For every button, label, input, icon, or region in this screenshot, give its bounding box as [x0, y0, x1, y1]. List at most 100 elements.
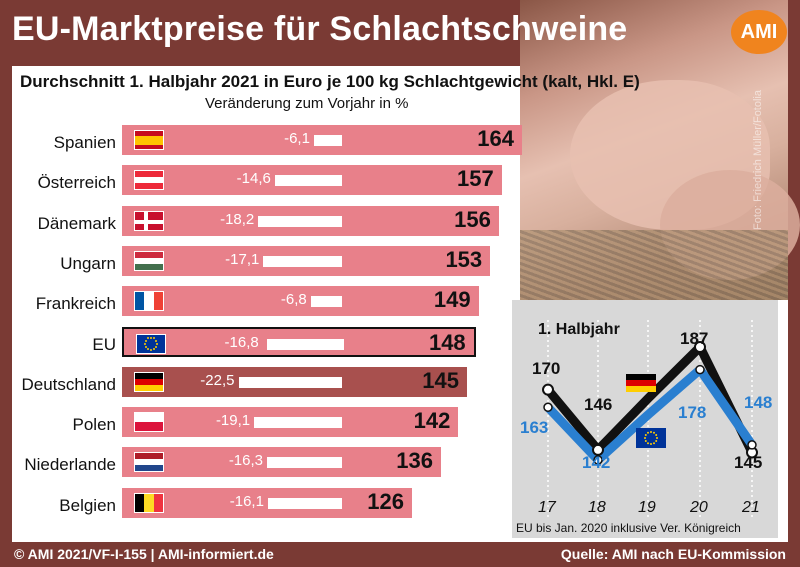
price-bar: -16,3 136	[122, 447, 441, 478]
series-line-eu	[544, 365, 756, 465]
change-value-label: -19,1	[215, 412, 251, 430]
denmark-flag-icon	[134, 210, 164, 231]
bar-row: Frankreich -6,8 149	[0, 284, 800, 318]
france-flag-icon	[134, 291, 164, 312]
price-value-label: 148	[428, 329, 466, 355]
data-label-germany: 145	[734, 453, 762, 472]
change-bar	[274, 175, 342, 187]
data-label-germany: 170	[532, 359, 560, 378]
price-value-label: 136	[396, 448, 433, 474]
series-line-germany	[544, 342, 757, 455]
price-bar: -19,1 142	[122, 407, 459, 438]
change-bar	[310, 296, 342, 308]
eu-flag-icon	[136, 333, 166, 354]
line-chart-inset: 1. Halbjahr 170 146 187 145 163 142 178 148 17 18 1…	[512, 300, 778, 538]
x-tick-label: 18	[588, 499, 606, 516]
change-bar	[258, 215, 342, 227]
country-label: Deutschland	[21, 374, 116, 394]
country-label: Österreich	[37, 173, 116, 193]
change-bar	[313, 135, 342, 146]
austria-flag-icon	[134, 170, 164, 191]
country-label: Niederlande	[24, 455, 116, 475]
x-tick-label: 17	[538, 499, 557, 516]
price-value-label: 156	[454, 206, 491, 232]
price-bar: -6,8 149	[122, 286, 479, 317]
change-bar	[267, 497, 342, 509]
country-label: Belgien	[59, 495, 116, 515]
change-bar	[266, 338, 344, 350]
change-value-label: -18,2	[220, 210, 255, 228]
change-bar	[263, 255, 342, 267]
price-bar: -6,1 164	[122, 125, 522, 155]
point-eu	[593, 455, 603, 465]
inset-title: 1. Halbjahr	[538, 321, 620, 338]
bar-row: EU -16,8 148	[0, 325, 800, 359]
country-label: EU	[92, 334, 116, 354]
price-bar: -22,5 145	[122, 366, 467, 397]
point-germany	[694, 341, 706, 353]
bar-row: Niederlande -16,3 136	[0, 445, 800, 479]
footer-source: Quelle: AMI nach EU-Kommission	[560, 546, 786, 562]
price-bar: -16,8 148	[122, 326, 476, 357]
germany-legend-flag-icon	[626, 374, 656, 392]
price-value-label: 126	[367, 488, 404, 514]
price-value-label: 153	[445, 246, 483, 272]
poland-flag-icon	[134, 412, 164, 433]
point-germany	[592, 443, 604, 456]
change-value-label: -17,1	[225, 250, 260, 268]
price-bar: -17,1 153	[122, 245, 491, 276]
bar-row: Spanien -6,1 164	[0, 123, 800, 157]
change-value-label: -6,8	[280, 291, 307, 309]
country-label: Spanien	[53, 133, 116, 152]
change-value-label: -16,1	[229, 492, 264, 510]
change-bar	[238, 376, 342, 388]
x-tick-label: 20	[689, 499, 708, 516]
germany-flag-icon	[134, 371, 164, 392]
data-label-eu: 163	[520, 418, 548, 437]
price-value-label: 142	[413, 408, 451, 434]
data-label-eu: 148	[744, 393, 772, 412]
country-label: Polen	[72, 415, 116, 435]
bar-row: Deutschland -22,5 145	[0, 365, 800, 399]
price-value-label: 164	[477, 126, 514, 151]
netherlands-flag-icon	[134, 452, 164, 473]
data-label-eu: 142	[582, 453, 610, 472]
bar-row: Dänemark -18,2 156	[0, 204, 800, 238]
chart-subtitle: Durchschnitt 1. Halbjahr 2021 in Euro je…	[20, 72, 640, 91]
price-value-label: 145	[422, 367, 459, 393]
change-value-label: -16,3	[228, 452, 264, 470]
price-bar: -16,1 126	[122, 487, 412, 518]
point-eu	[695, 364, 705, 375]
country-label: Frankreich	[35, 294, 116, 314]
footer-copyright: © AMI 2021/VF-I-155 | AMI-informiert.de	[14, 546, 274, 562]
spain-flag-icon	[134, 130, 164, 150]
ami-logo: AMI	[731, 10, 787, 54]
inset-note: EU bis Jan. 2020 inklusive Ver. Königrei…	[516, 521, 741, 535]
x-tick-label: 19	[638, 499, 656, 516]
bar-row: Polen -19,1 142	[0, 405, 800, 439]
price-bar: -14,6 157	[122, 165, 502, 196]
point-eu	[543, 402, 553, 413]
change-label: Veränderung zum Vorjahr in %	[205, 95, 409, 112]
change-bar	[267, 457, 342, 469]
point-germany	[542, 383, 554, 396]
country-label: Ungarn	[60, 253, 116, 273]
data-label-germany: 146	[584, 395, 612, 414]
page-title: EU-Marktpreise für Schlachtschweine	[12, 10, 628, 48]
line-chart-svg: 1. Halbjahr 170 146 187 145 163 142 178 148 17 18 1…	[516, 320, 772, 535]
bar-row: Belgien -16,1 126	[0, 486, 800, 520]
change-value-label: -22,5	[200, 371, 235, 389]
change-bar	[254, 417, 342, 429]
hungary-flag-icon	[134, 250, 164, 271]
data-label-eu: 178	[678, 403, 706, 422]
x-tick-label: 21	[741, 499, 760, 516]
bar-row: Österreich -14,6 157	[0, 163, 800, 197]
price-value-label: 149	[433, 287, 471, 313]
bar-row: Ungarn -17,1 153	[0, 244, 800, 278]
change-value-label: -16,8	[224, 333, 259, 351]
point-eu	[747, 440, 757, 450]
change-value-label: -14,6	[236, 170, 271, 188]
belgium-flag-icon	[134, 492, 164, 513]
eu-legend-flag-icon	[636, 428, 666, 448]
